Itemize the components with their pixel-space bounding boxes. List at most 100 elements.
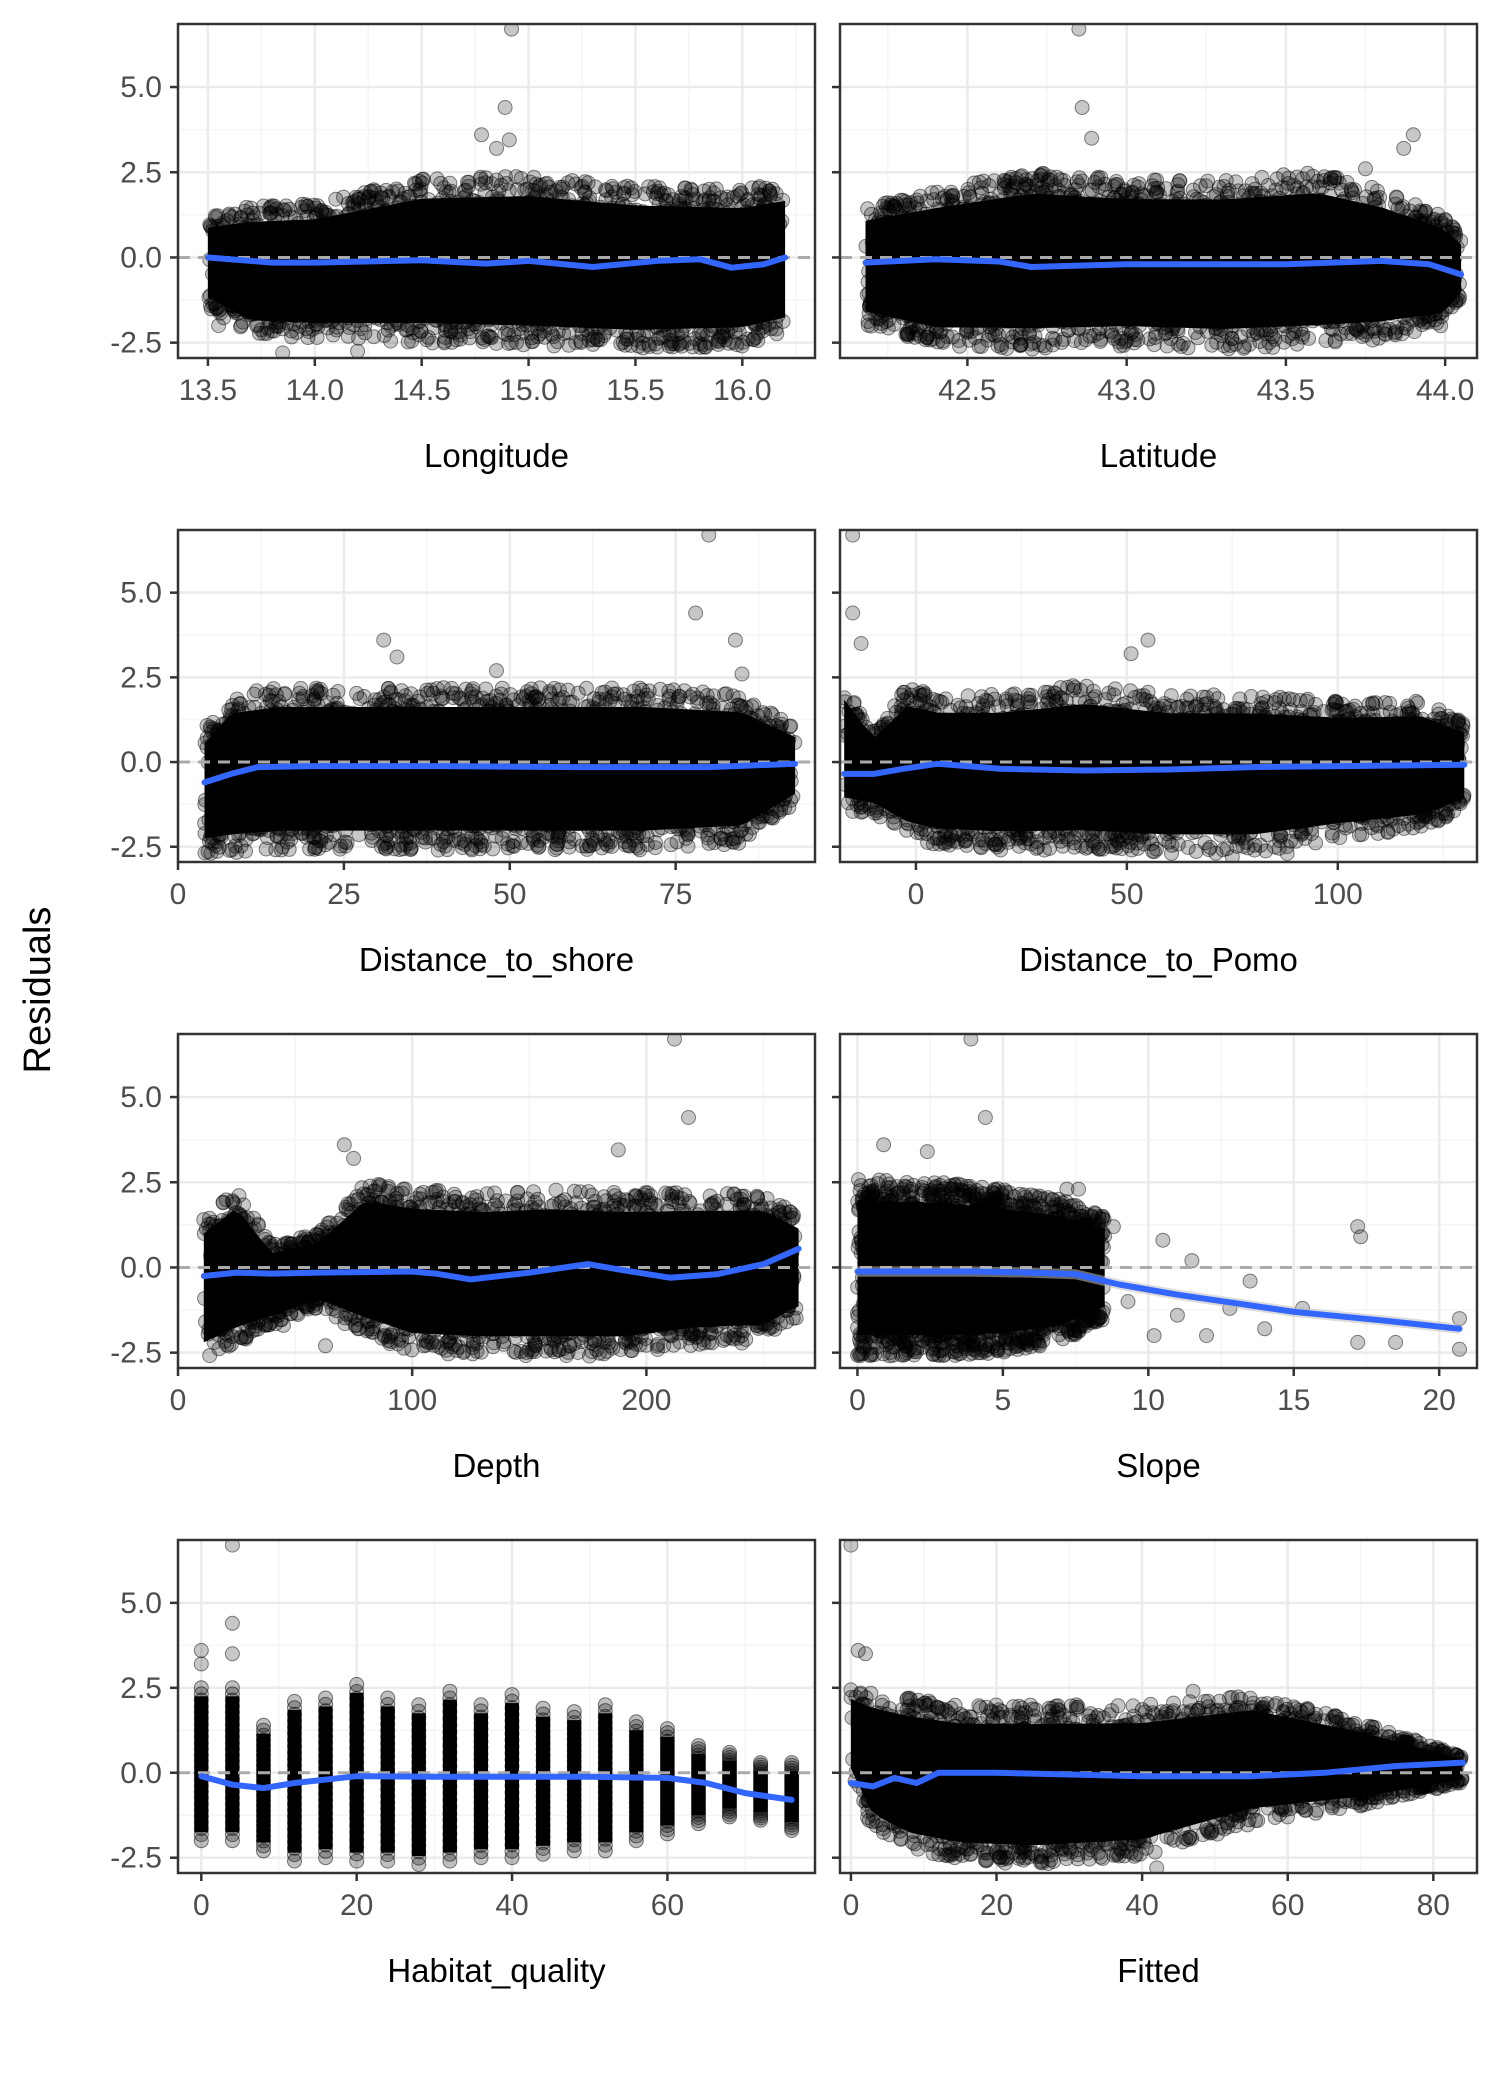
residual-point [1123, 326, 1139, 341]
residual-point [410, 199, 426, 215]
residual-point [1279, 181, 1295, 196]
residual-point [594, 242, 610, 258]
outlier-point [1358, 161, 1373, 177]
residual-point [911, 319, 927, 335]
residual-point [636, 328, 651, 344]
residual-point [748, 317, 764, 333]
residual-point [1177, 278, 1193, 294]
residual-point [430, 222, 446, 238]
residual-point [217, 269, 233, 285]
residual-point [493, 177, 509, 193]
residual-point [1364, 179, 1380, 195]
residual-point [481, 328, 497, 344]
residual-point [1428, 229, 1444, 245]
residual-point [736, 785, 752, 801]
residual-point [1306, 234, 1322, 250]
residual-point [590, 331, 605, 347]
residual-point [1144, 178, 1160, 194]
residual-point [574, 178, 590, 194]
residual-point [1170, 306, 1186, 322]
residual-point [1023, 807, 1039, 822]
residual-point [1367, 278, 1382, 294]
residual-point [1196, 240, 1212, 256]
residual-point [329, 239, 345, 255]
residual-point [1126, 269, 1142, 285]
residual-point [1413, 311, 1429, 327]
residual-point [898, 326, 914, 342]
residual-point [1159, 280, 1175, 295]
residual-point [528, 176, 544, 192]
residual-point [1052, 690, 1068, 706]
residual-point [1148, 304, 1164, 320]
residual-point [620, 331, 636, 347]
residual-point [1060, 306, 1076, 322]
residual-point [583, 321, 599, 337]
residual-point [315, 214, 331, 230]
outlier-point [1074, 100, 1090, 115]
residual-point [585, 336, 601, 352]
residual-point [524, 330, 540, 346]
residual-point [1229, 733, 1244, 749]
residual-point [670, 327, 685, 343]
residual-point [718, 317, 734, 333]
residual-point [757, 318, 772, 334]
residual-point [975, 223, 991, 239]
residual-point [525, 209, 541, 225]
residual-point [872, 311, 888, 327]
residual-point [266, 323, 282, 339]
residual-point [878, 314, 894, 330]
residual-point [1176, 202, 1192, 218]
residual-point [698, 229, 714, 245]
residual-point [209, 271, 225, 287]
residual-point [1029, 304, 1045, 320]
residual-point [319, 207, 335, 223]
residual-point [1075, 721, 1091, 737]
residual-point [535, 315, 551, 330]
residual-point [1115, 320, 1131, 336]
residual-point [868, 212, 884, 227]
residual-point [1172, 190, 1188, 206]
residual-point [1323, 321, 1339, 337]
residual-point [1123, 189, 1139, 204]
residual-point [562, 312, 577, 328]
residual-point [1448, 229, 1463, 245]
residual-point [1056, 177, 1072, 193]
residual-point [318, 216, 334, 232]
residual-point [984, 311, 1000, 326]
residual-point [203, 845, 219, 861]
residual-point [521, 194, 537, 210]
residual-point [752, 229, 768, 245]
residual-point [752, 190, 767, 206]
residual-point [1176, 196, 1192, 212]
residual-point [971, 338, 987, 354]
residual-point [1431, 812, 1446, 828]
residual-point [664, 339, 680, 355]
residual-point [706, 185, 722, 201]
residual-point [581, 203, 597, 219]
residual-point [1427, 306, 1443, 322]
residual-point [1107, 190, 1123, 205]
residual-point [651, 330, 666, 346]
residual-point [253, 322, 269, 338]
residual-point [878, 215, 894, 231]
residual-point [1141, 198, 1157, 214]
residual-point [970, 309, 986, 325]
residual-point [1104, 327, 1120, 343]
residual-point [514, 325, 530, 341]
residual-point [208, 300, 224, 316]
residual-point [373, 185, 389, 201]
residual-point [330, 684, 346, 699]
residual-point [1277, 709, 1293, 725]
residual-point [1152, 701, 1167, 716]
residual-point [1239, 309, 1255, 325]
residual-point [1115, 197, 1131, 213]
residual-point [1446, 281, 1462, 297]
residual-point [578, 203, 594, 219]
residual-point [573, 180, 589, 196]
residual-point [481, 742, 497, 758]
residual-point [919, 193, 935, 209]
residual-point [899, 236, 915, 252]
residual-point [957, 293, 973, 309]
residual-point [769, 326, 785, 342]
residual-point [588, 217, 604, 232]
